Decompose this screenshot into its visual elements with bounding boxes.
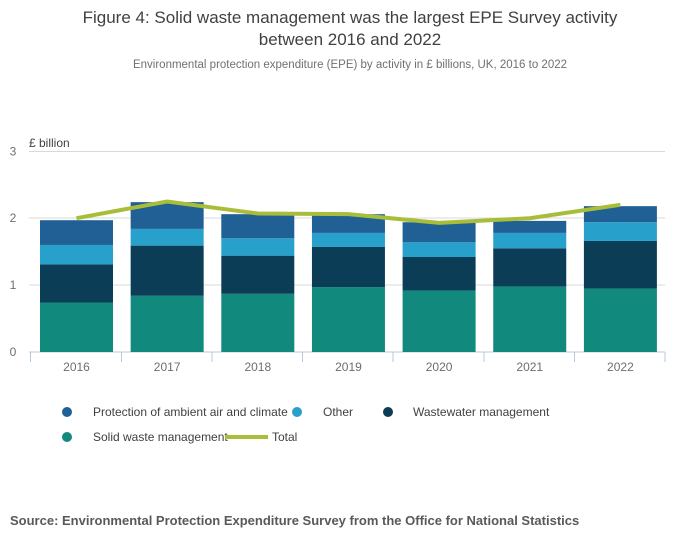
bar-segment xyxy=(493,232,567,249)
chart-legend: Protection of ambient air and climate Oth… xyxy=(0,405,700,460)
bar-segment xyxy=(40,220,113,245)
legend-label: Total xyxy=(272,430,298,444)
bar-segment xyxy=(402,257,476,291)
legend-item: Solid waste management xyxy=(0,430,700,444)
bar-segment xyxy=(493,248,567,287)
bar-segment xyxy=(583,206,657,223)
legend-item: Protection of ambient air and climate xyxy=(0,405,700,419)
chart-title: Figure 4: Solid waste management was the… xyxy=(82,8,618,49)
source-note: Source: Environmental Protection Expendi… xyxy=(10,513,580,528)
bar-segment xyxy=(311,232,385,247)
bar-segment xyxy=(40,302,113,352)
bar-segment xyxy=(311,246,385,288)
legend-item: Other xyxy=(0,405,700,419)
legend-label: Solid waste management xyxy=(93,430,228,444)
legend-label: Other xyxy=(323,405,354,419)
bar-segment xyxy=(311,214,385,233)
bar-segment xyxy=(130,228,204,246)
legend-item: Total xyxy=(0,430,700,444)
x-axis-year-label: 2018 xyxy=(244,360,271,374)
legend-dot-swatch xyxy=(383,407,393,417)
legend-label: Wastewater management xyxy=(413,405,550,419)
bar-segment xyxy=(130,295,204,352)
bar-segment xyxy=(583,288,657,352)
bar-segment xyxy=(40,264,113,303)
y-axis-tick-label: 3 xyxy=(10,144,17,158)
bar-segment xyxy=(221,293,295,352)
x-axis-year-label: 2019 xyxy=(335,360,362,374)
bar-segment xyxy=(311,287,385,352)
y-axis-tick-label: 0 xyxy=(10,345,17,359)
bar-segment xyxy=(221,238,295,256)
bar-segment xyxy=(402,222,476,243)
x-axis-year-label: 2022 xyxy=(607,360,634,374)
chart-subtitle: Environmental protection expenditure (EP… xyxy=(132,59,568,71)
bar-segment xyxy=(402,290,476,352)
y-axis-tick-label: 2 xyxy=(10,211,17,225)
bar-segment xyxy=(221,214,295,239)
x-axis-year-label: 2017 xyxy=(154,360,181,374)
legend-dot-swatch xyxy=(62,407,72,417)
y-axis-tick-label: 1 xyxy=(10,278,17,292)
x-axis-year-label: 2016 xyxy=(63,360,90,374)
epe-stacked-bar-chart: 3 2 1 0 £ billion 2016 2017 2018 2019 2020 2021 202… xyxy=(10,136,666,374)
legend-line-swatch xyxy=(225,435,268,439)
bar-segment xyxy=(130,245,204,296)
legend-item: Wastewater management xyxy=(0,405,700,419)
legend-dot-swatch xyxy=(62,432,72,442)
bar-segment xyxy=(40,244,113,265)
bar-segment xyxy=(493,286,567,352)
bar-segment xyxy=(583,240,657,289)
bar-segment xyxy=(402,242,476,258)
bar-segment xyxy=(493,220,567,233)
legend-label: Protection of ambient air and climate xyxy=(93,405,288,419)
total-line xyxy=(76,199,621,225)
y-axis-unit-label: £ billion xyxy=(29,136,70,150)
bar-segment xyxy=(583,222,657,241)
legend-dot-swatch xyxy=(292,407,302,417)
x-axis-year-label: 2021 xyxy=(516,360,543,374)
bar-segment xyxy=(221,255,295,294)
x-axis-year-label: 2020 xyxy=(426,360,453,374)
